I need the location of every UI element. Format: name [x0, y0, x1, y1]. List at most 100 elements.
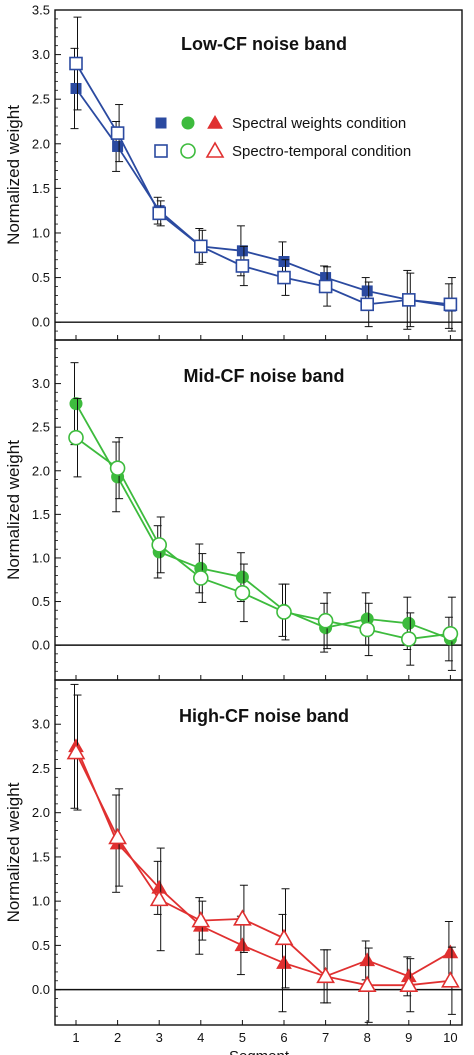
data-point: [193, 570, 209, 586]
series-spectro-temporal: [68, 397, 459, 671]
x-tick-label: 10: [443, 1030, 457, 1045]
data-point: [316, 966, 335, 984]
legend-label: Spectro-temporal condition: [232, 143, 411, 160]
y-axis-label: Normalized weight: [4, 105, 23, 245]
x-axis-label: Segment: [229, 1048, 290, 1055]
data-point: [400, 631, 417, 647]
series-line: [75, 436, 451, 640]
x-tick-label: 2: [114, 1030, 121, 1045]
data-point: [109, 460, 126, 476]
y-tick-label: 3.0: [32, 376, 50, 391]
panel-2: 0.0 0.5 1.0 1.5 2.0 2.5 3.0 Normalized weight Mi…: [4, 339, 463, 681]
panel-frame: [54, 679, 463, 1026]
data-point: [69, 397, 83, 411]
series-line: [75, 63, 451, 306]
legend-marker-square: [154, 144, 168, 158]
legend-marker-square: [155, 117, 167, 129]
x-tick-label: 4: [197, 1030, 204, 1045]
x-tick-label: 3: [156, 1030, 163, 1045]
data-point: [441, 971, 460, 988]
data-point: [233, 909, 252, 926]
y-tick-label: 2.0: [32, 805, 50, 820]
y-axis-label: Normalized weight: [4, 440, 23, 580]
data-point: [235, 570, 249, 584]
data-point: [149, 889, 169, 907]
panel-3: 0.0 0.5 1.0 1.5 2.0 2.5 3.0 Normalized weight Hi…: [4, 679, 463, 1026]
data-point: [191, 911, 211, 928]
panel-title: Mid-CF noise band: [184, 366, 345, 386]
x-tick-label: 1: [72, 1030, 79, 1045]
legend-marker-triangle: [205, 141, 225, 158]
data-point: [402, 616, 416, 630]
data-point: [152, 206, 166, 221]
y-tick-label: 1.5: [32, 849, 50, 864]
panel-1: 0.0 0.5 1.0 1.5 2.0 2.5 3.0 3.5 Normalized weigh…: [4, 3, 463, 341]
data-point: [69, 56, 83, 71]
series-spectral-weights: [68, 683, 459, 1013]
data-point: [276, 604, 292, 620]
legend-marker-triangle: [207, 114, 223, 129]
y-tick-label: 2.5: [32, 761, 50, 776]
data-point: [70, 82, 82, 94]
data-point: [359, 621, 376, 638]
data-point: [442, 944, 459, 959]
y-tick-label: 0.5: [32, 594, 50, 609]
data-point: [442, 625, 459, 642]
y-tick-label: 1.0: [32, 225, 50, 240]
x-tick-label: 6: [280, 1030, 287, 1045]
series-spectro-temporal: [69, 16, 458, 332]
y-tick-label: 1.5: [32, 507, 50, 522]
x-tick-label: 7: [322, 1030, 329, 1045]
y-tick-label: 0.0: [32, 982, 50, 997]
data-point: [443, 297, 458, 312]
data-point: [108, 827, 127, 845]
data-point: [274, 928, 294, 946]
y-tick-label: 3.0: [32, 47, 50, 62]
data-point: [359, 952, 376, 967]
y-tick-label: 2.5: [32, 420, 50, 435]
data-point: [360, 297, 375, 312]
y-axis-label: Normalized weight: [4, 782, 23, 922]
y-tick-label: 0.5: [32, 270, 50, 285]
data-point: [68, 429, 84, 446]
data-point: [277, 270, 291, 285]
series-spectral-weights: [70, 47, 456, 330]
data-point: [401, 293, 416, 307]
legend-label: Spectral weights condition: [232, 115, 406, 132]
y-tick-label: 1.0: [32, 894, 50, 909]
panel-frame: [54, 9, 463, 341]
y-tick-label: 3.5: [32, 3, 50, 18]
x-tick-label: 5: [239, 1030, 246, 1045]
y-tick-label: 1.0: [32, 550, 50, 565]
series-line: [75, 87, 451, 307]
data-point: [236, 245, 248, 257]
series-spectral-weights: [69, 362, 457, 662]
panel-title: Low-CF noise band: [181, 34, 347, 54]
y-tick-label: 3.0: [32, 717, 50, 732]
data-point: [110, 126, 125, 140]
series-line: [75, 752, 451, 987]
data-point: [399, 975, 419, 992]
panel-title: High-CF noise band: [179, 706, 349, 726]
y-tick-label: 2.0: [32, 136, 50, 151]
data-point: [317, 612, 334, 629]
data-point: [194, 239, 208, 254]
data-point: [361, 285, 373, 297]
x-tick-label: 9: [405, 1030, 412, 1045]
data-point: [276, 955, 292, 969]
y-tick-label: 0.0: [32, 315, 50, 330]
y-tick-label: 0.5: [32, 938, 50, 953]
y-tick-label: 1.5: [32, 181, 50, 196]
data-point: [318, 279, 333, 294]
x-tick-label: 8: [364, 1030, 371, 1045]
data-point: [112, 140, 124, 152]
series-line: [75, 403, 451, 640]
legend-marker-circle: [180, 143, 196, 159]
data-point: [234, 585, 251, 601]
legend: Spectral weights condition Spectro-tempor…: [154, 114, 411, 160]
y-tick-label: 2.5: [32, 92, 50, 107]
data-point: [235, 259, 250, 273]
series-spectro-temporal: [66, 694, 460, 1023]
legend-marker-circle: [181, 116, 195, 130]
